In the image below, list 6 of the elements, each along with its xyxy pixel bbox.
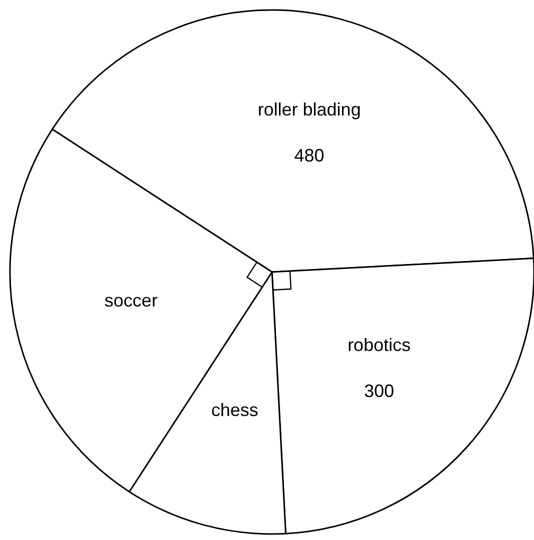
slice-label: robotics [348, 335, 411, 356]
data-label: 480 [294, 146, 324, 166]
slice-label: soccer [104, 290, 158, 311]
slice-label: chess [211, 400, 258, 420]
slice-label: roller blading [258, 100, 361, 120]
data-label: 300 [364, 381, 394, 402]
